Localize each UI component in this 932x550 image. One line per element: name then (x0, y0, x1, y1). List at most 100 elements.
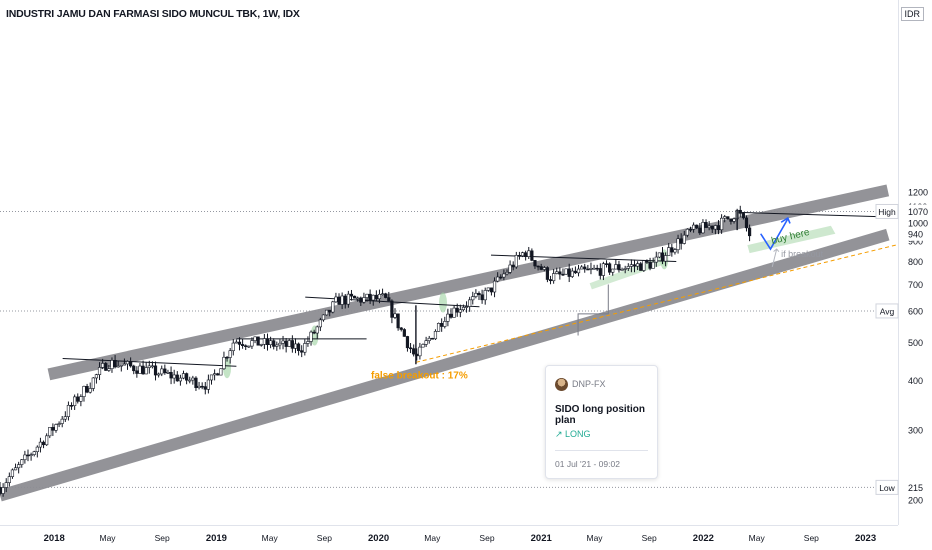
candle-body (275, 344, 279, 347)
candle-body (141, 365, 145, 375)
idea-card[interactable]: DNP-FX SIDO long position plan ↗ LONG 01… (545, 365, 658, 479)
candle-body (576, 268, 581, 274)
candle-body (365, 293, 369, 298)
candle-body (632, 264, 637, 267)
time-tick-label: May (749, 533, 766, 543)
candle-body (88, 388, 92, 393)
candle-body (241, 344, 245, 346)
candle-body (682, 234, 686, 244)
candle-body (455, 307, 459, 313)
price-tick-label: 1200 (908, 187, 928, 197)
candle-body (178, 377, 182, 382)
candle-body (384, 293, 388, 298)
candle-body (231, 342, 235, 352)
candle-body (13, 467, 18, 471)
candle-body (741, 213, 745, 219)
candle-body (41, 441, 46, 446)
candle-body (312, 331, 316, 334)
candle-body (203, 386, 207, 390)
candle-body (20, 459, 24, 465)
level-value-label: 600 (908, 306, 923, 316)
candle-body (200, 385, 204, 388)
price-tick-label: 800 (908, 257, 923, 267)
level-tag-bg (875, 203, 899, 219)
currency-badge[interactable]: IDR (900, 7, 924, 21)
candle-body (692, 224, 696, 230)
candle-body (334, 296, 338, 303)
candle-body (433, 331, 438, 340)
candle-body (10, 469, 15, 477)
candle-body (69, 405, 74, 407)
candle-body (377, 294, 382, 300)
candle-body (132, 365, 136, 372)
candle-body (259, 344, 263, 346)
candle-body (704, 222, 708, 228)
candle-body (1, 487, 5, 494)
time-tick-label: 2018 (44, 533, 65, 544)
candle-body (642, 260, 646, 271)
candle-body (449, 313, 453, 318)
channel-upper-band (47, 184, 890, 381)
candle-body (436, 323, 441, 332)
candle-body (688, 228, 693, 231)
candle-body (412, 348, 416, 355)
candle-body (651, 261, 655, 269)
candle-body (629, 264, 633, 267)
candle-body (608, 263, 612, 273)
time-tick-label: Sep (479, 533, 494, 543)
candle-body (194, 377, 198, 388)
candle-body (362, 297, 366, 303)
candle-body (583, 266, 587, 270)
candle-body (169, 372, 173, 379)
last-price-label: 940 (908, 229, 923, 239)
candle-body (676, 238, 680, 251)
candle-body (262, 338, 266, 345)
candle-body (558, 271, 562, 275)
candle-body (399, 327, 403, 330)
candle-body (32, 451, 36, 455)
false-breakout-label: false breakout : 17% (371, 371, 468, 382)
candle-body (0, 487, 2, 494)
candle-body (91, 377, 95, 389)
candle-body (567, 268, 571, 277)
candle-body (670, 247, 674, 253)
candle-body (458, 309, 462, 313)
candle-body (79, 396, 83, 402)
level-value-label: 215 (908, 483, 923, 493)
candle-body (555, 271, 559, 274)
level-value-bg (899, 303, 932, 318)
candle-body (265, 338, 270, 346)
candle-body (710, 225, 714, 230)
candle-body (45, 435, 49, 446)
candle-body (723, 216, 727, 219)
candle-body (421, 344, 425, 348)
candle-body (318, 319, 322, 328)
candle-body (315, 326, 319, 334)
candle-body (645, 260, 649, 263)
time-tick-label: May (262, 533, 279, 543)
candle-body (303, 343, 307, 353)
time-tick-label: May (586, 533, 603, 543)
candle-body (57, 423, 61, 425)
candle-body (290, 340, 294, 349)
candle-body (489, 287, 494, 293)
candle-body (85, 386, 89, 393)
candle-body (452, 307, 456, 318)
candle-body (175, 374, 179, 382)
candle-body (125, 361, 130, 365)
candle-body (424, 340, 428, 345)
candle-body (191, 377, 195, 381)
candle-body (626, 266, 630, 269)
time-tick-label: May (99, 533, 116, 543)
candle-body (166, 372, 170, 374)
candle-body (477, 292, 481, 296)
candle-body (524, 252, 528, 257)
candle-body (113, 360, 117, 368)
candle-body (701, 222, 705, 234)
candle-body (73, 396, 77, 406)
card-divider (555, 450, 648, 451)
time-tick-label: 2020 (368, 533, 389, 544)
candle-body (530, 250, 534, 261)
candle-body (492, 280, 497, 293)
